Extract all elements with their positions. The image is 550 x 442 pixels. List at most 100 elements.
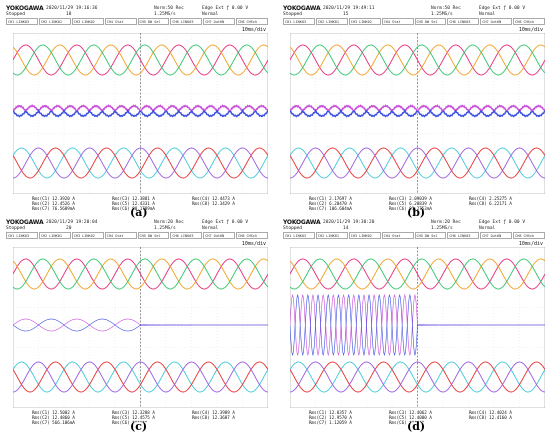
scope-panel: YOKOGAWA Stopped 2020/11/29 19:30:20 14 Norm…: [281, 218, 547, 431]
panel-label: (d): [407, 420, 426, 433]
channel-label: CH4 Stat: [104, 232, 137, 239]
series-top-phase: [13, 44, 268, 76]
scope-panel: YOKOGAWA Stopped 2020/11/29 19:49:11 15 Norm…: [281, 4, 547, 217]
run-status: Stopped: [283, 12, 302, 17]
run-status: Stopped: [6, 12, 25, 17]
time-per-div: 10ms/div: [241, 27, 266, 33]
measurement-value: Rms(C3) 2.09039 A: [389, 196, 432, 201]
measurement-column: Rms(C3) 12.3881 A Rms(C5) 12.4331 A Rms(C6…: [112, 196, 155, 211]
sample-rate: 1.25MS/s: [154, 12, 176, 17]
measurement-value: Rms(C4) 12.3989 A: [192, 410, 235, 415]
panel-label: (a): [130, 206, 148, 219]
channel-label: CH2 LINK01: [315, 232, 348, 239]
measurement-value: Rms(C4) 2.25275 A: [469, 196, 512, 201]
channel-label: CH1 LINK03: [6, 232, 38, 239]
channel-label: CH7 Out6N: [203, 232, 236, 239]
measurement-column: Rms(C3) 12.3288 A Rms(C5) 12.4575 A Rms(C6…: [112, 410, 155, 425]
measurement-column: Rms(C1) 12.5002 A Rms(C2) 12.4860 A Rms(C7…: [32, 410, 75, 425]
measurement-value: Rms(C2) 12.4860 A: [32, 415, 75, 420]
channel-label: CH5 DW Sel: [414, 18, 447, 25]
scope-panel: YOKOGAWA Stopped 2020/11/29 19:20:04 20 Norm…: [4, 218, 270, 431]
series-bottom-phase: [13, 147, 268, 179]
trigger-edge: Edge Ext ƒ 0.00 V: [202, 6, 249, 11]
series-top-phase: [290, 258, 545, 290]
measurement-value: Rms(C3) 12.4062 A: [389, 410, 432, 415]
channel-bar: CH1 LINK03 CH2 LINK01 CH3 LINK02 CH4 Stat CH…: [6, 18, 268, 25]
channel-label: CH4 Stat: [104, 18, 137, 25]
time-per-div: 10ms/div: [241, 241, 266, 247]
series-bottom-phase: [290, 361, 545, 393]
channel-bar: CH1 LINK03 CH2 LINK01 CH3 LINK02 CH4 Stat CH…: [6, 232, 268, 239]
acq-count: 15: [343, 12, 349, 17]
measurement-value: Rms(C8) 6.22171 A: [469, 201, 512, 206]
series-circ-2: [13, 108, 268, 118]
measurement-column: Rms(C1) 12.0357 A Rms(C2) 12.9570 A Rms(C7…: [309, 410, 352, 425]
waveform-svg: [13, 33, 268, 194]
channel-label: CH1 LINK03: [283, 232, 315, 239]
channel-label: CH4 Stat: [381, 232, 414, 239]
sample-rate: 1.25MS/s: [431, 226, 453, 231]
series-circ-1: [13, 104, 268, 114]
waveform-svg: [290, 33, 545, 194]
measurement-value: Rms(C5) 6.20839 A: [389, 201, 432, 206]
scope-header: YOKOGAWA Stopped 2020/11/29 19:16:36 18 Norm…: [4, 4, 270, 26]
trigger-mode: Normal: [202, 226, 219, 231]
channel-label: CH6 LINK03: [170, 18, 203, 25]
measurement-readout: Rms(C1) 12.0357 A Rms(C2) 12.9570 A Rms(C7…: [309, 410, 545, 428]
acq-count: 14: [343, 226, 349, 231]
brand-logo: YOKOGAWA: [6, 219, 44, 226]
channel-label: CH2 LINK01: [38, 232, 71, 239]
acq-count: 18: [66, 12, 72, 17]
measurement-value: Rms(C2) 12.4526 A: [32, 201, 75, 206]
measurement-value: Rms(C8) 12.4160 A: [469, 415, 512, 420]
channel-label: CH6 LINK03: [170, 232, 203, 239]
waveform-plot: [13, 33, 268, 194]
series-top-phase: [290, 44, 545, 76]
measurement-value: Rms(C7) 76.5609mA: [32, 206, 75, 211]
series-top-phase: [290, 44, 545, 76]
panel-label: (c): [130, 420, 148, 433]
channel-label: CH2 LINK01: [38, 18, 71, 25]
channel-label: CH6 LINK03: [447, 232, 480, 239]
series-bottom-phase: [13, 361, 268, 393]
measurement-value: Rms(C5) 12.4331 A: [112, 201, 155, 206]
trigger-edge: Edge Ext ƒ 0.00 V: [202, 220, 249, 225]
measurement-value: Rms(C4) 12.4473 A: [192, 196, 235, 201]
measurement-column: Rms(C4) 12.4473 A Rms(C8) 12.3429 A: [192, 196, 235, 206]
channel-bar: CH1 LINK03 CH2 LINK01 CH3 LINK02 CH4 Stat CH…: [283, 18, 545, 25]
measurement-value: Rms(C7) 1.12059 A: [309, 420, 352, 425]
channel-label: CH5 DW Sel: [137, 232, 170, 239]
waveform-plot: [290, 33, 545, 194]
timestamp: 2020/11/29 19:16:36: [46, 6, 98, 11]
measurement-value: Rms(C1) 12.5002 A: [32, 410, 75, 415]
scope-header: YOKOGAWA Stopped 2020/11/29 19:49:11 15 Norm…: [281, 4, 547, 26]
measurement-value: Rms(C6) 91.2753mA: [389, 206, 432, 211]
scope-header: YOKOGAWA Stopped 2020/11/29 19:30:20 14 Norm…: [281, 218, 547, 240]
waveform-svg: [290, 247, 545, 408]
channel-label: CH8 CHSch: [236, 18, 268, 25]
channel-label: CH3 LINK02: [71, 232, 104, 239]
series-circ-2: [290, 108, 545, 118]
measurement-value: Rms(C3) 12.3288 A: [112, 410, 155, 415]
measurement-value: Rms(C3) 12.3881 A: [112, 196, 155, 201]
series-circ-2: [290, 293, 545, 357]
series-top-phase: [13, 44, 268, 76]
series-circ-1: [290, 104, 545, 114]
measurement-value: Rms(C5) 12.4000 A: [389, 415, 432, 420]
channel-label: CH3 LINK02: [348, 232, 381, 239]
measurement-value: Rms(C7) 106.604mA: [309, 206, 352, 211]
channel-label: CH3 LINK02: [348, 18, 381, 25]
series-top-phase: [290, 44, 545, 76]
measurement-value: Rms(C1) 12.0357 A: [309, 410, 352, 415]
acq-count: 20: [66, 226, 72, 231]
channel-label: CH7 Out6N: [480, 18, 513, 25]
series-bottom-phase: [290, 147, 545, 179]
waveform-svg: [13, 247, 268, 408]
measurement-readout: Rms(C1) 12.3920 A Rms(C2) 12.4526 A Rms(C7…: [32, 196, 268, 214]
measurement-value: Rms(C2) 6.20470 A: [309, 201, 352, 206]
timestamp: 2020/11/29 19:20:04: [46, 220, 98, 225]
channel-label: CH5 DW Sel: [137, 18, 170, 25]
measurement-readout: Rms(C1) 12.5002 A Rms(C2) 12.4860 A Rms(C7…: [32, 410, 268, 428]
trigger-mode: Normal: [479, 226, 496, 231]
series-top-phase: [13, 258, 268, 290]
